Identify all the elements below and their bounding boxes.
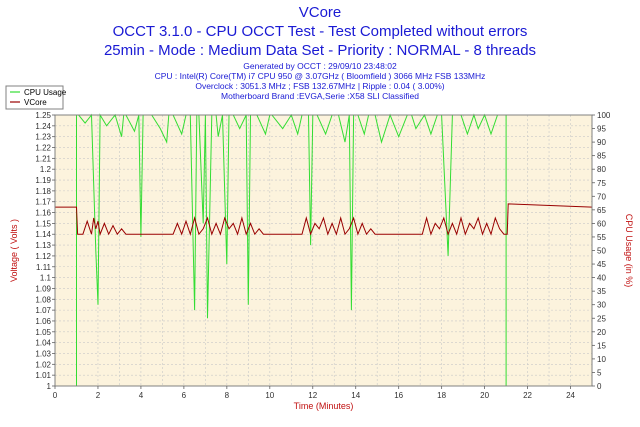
y-left-tick-label: 1.14 — [35, 230, 51, 239]
y-left-tick-label: 1.22 — [35, 144, 51, 153]
x-tick-label: 16 — [394, 391, 403, 400]
y-right-tick-label: 20 — [597, 328, 606, 337]
y-left-tick-label: 1.19 — [35, 176, 51, 185]
x-tick-label: 14 — [351, 391, 360, 400]
y-right-tick-label: 50 — [597, 247, 606, 256]
y-right-tick-label: 0 — [597, 382, 602, 391]
legend-box — [5, 85, 64, 110]
y-left-tick-label: 1.03 — [35, 349, 51, 358]
y-left-tick-label: 1.18 — [35, 187, 51, 196]
y-left-tick-label: 1.11 — [36, 263, 52, 272]
x-tick-label: 4 — [139, 391, 144, 400]
x-tick-label: 6 — [182, 391, 187, 400]
y-left-tick-label: 1.06 — [35, 317, 51, 326]
info-cpu: CPU : Intel(R) Core(TM) i7 CPU 950 @ 3.0… — [154, 71, 486, 81]
x-tick-label: 22 — [523, 391, 532, 400]
x-tick-label: 2 — [96, 391, 101, 400]
y-right-tick-label: 85 — [597, 152, 606, 161]
y-left-tick-label: 1 — [47, 382, 52, 391]
y-right-tick-label: 95 — [597, 125, 606, 134]
y-left-tick-label: 1.16 — [35, 209, 51, 218]
y-left-tick-label: 1.04 — [35, 339, 51, 348]
axis-ticks: 0 2 4 6 8 10 12 14 16 18 20 22 2411.011.021.031.041.… — [35, 111, 610, 400]
chart-subtitle-2: 25min - Mode : Medium Data Set - Priorit… — [103, 42, 537, 59]
y-axis-right-label: CPU Usage (in %) — [624, 214, 634, 288]
x-tick-label: 12 — [308, 391, 317, 400]
y-left-tick-label: 1.09 — [35, 284, 51, 293]
y-left-tick-label: 1.24 — [35, 122, 51, 131]
chart-title: VCore — [298, 4, 342, 21]
y-left-tick-label: 1.23 — [35, 133, 51, 142]
y-left-tick-label: 1.08 — [35, 295, 51, 304]
y-right-tick-label: 5 — [597, 368, 602, 377]
x-axis-label: Time (Minutes) — [294, 401, 354, 411]
y-right-tick-label: 15 — [597, 341, 606, 350]
y-right-tick-label: 75 — [597, 179, 606, 188]
info-motherboard: Motherboard Brand :EVGA,Serie :X58 SLI C… — [221, 91, 419, 101]
info-overclock: Overclock : 3051.3 MHz ; FSB 132.67MHz |… — [195, 81, 445, 91]
y-left-tick-label: 1.15 — [35, 219, 51, 228]
legend-label-cpu-usage: CPU Usage — [24, 88, 67, 97]
y-right-tick-label: 60 — [597, 219, 606, 228]
x-tick-label: 18 — [437, 391, 446, 400]
y-right-tick-label: 55 — [597, 233, 606, 242]
series-line-vcore — [55, 203, 593, 237]
y-left-tick-label: 1.02 — [35, 360, 51, 369]
x-tick-label: 20 — [480, 391, 489, 400]
grid-lines — [55, 115, 592, 386]
y-left-tick-label: 1.01 — [35, 371, 51, 380]
y-left-tick-label: 1.12 — [35, 252, 51, 261]
y-right-tick-label: 10 — [597, 355, 606, 364]
y-left-tick-label: 1.21 — [35, 154, 51, 163]
x-tick-label: 0 — [53, 391, 58, 400]
y-right-tick-label: 70 — [597, 192, 606, 201]
info-generated: Generated by OCCT : 29/09/10 23:48:02 — [243, 61, 397, 71]
y-left-tick-label: 1.05 — [35, 328, 51, 337]
y-left-tick-label: 1.07 — [35, 306, 51, 315]
y-right-tick-label: 80 — [597, 165, 606, 174]
plot-area — [55, 115, 592, 386]
y-left-tick-label: 1.2 — [40, 165, 52, 174]
y-right-tick-label: 45 — [597, 260, 606, 269]
legend: CPU Usage VCore — [5, 85, 67, 110]
y-left-tick-label: 1.17 — [35, 198, 51, 207]
x-tick-label: 8 — [225, 391, 230, 400]
y-right-tick-label: 90 — [597, 138, 606, 147]
y-right-tick-label: 30 — [597, 301, 606, 310]
y-axis-left-label: Voltage ( Volts ) — [9, 219, 19, 282]
y-left-tick-label: 1.25 — [35, 111, 51, 120]
y-right-tick-label: 25 — [597, 314, 606, 323]
x-tick-label: 24 — [566, 391, 575, 400]
y-right-tick-label: 40 — [597, 274, 606, 283]
y-right-tick-label: 100 — [597, 111, 611, 120]
y-left-tick-label: 1.13 — [35, 241, 51, 250]
legend-label-vcore: VCore — [24, 98, 47, 107]
y-right-tick-label: 35 — [597, 287, 606, 296]
y-left-tick-label: 1.1 — [40, 274, 52, 283]
y-right-tick-label: 65 — [597, 206, 606, 215]
x-tick-label: 10 — [265, 391, 274, 400]
chart-subtitle-1: OCCT 3.1.0 - CPU OCCT Test - Test Comple… — [112, 23, 528, 40]
